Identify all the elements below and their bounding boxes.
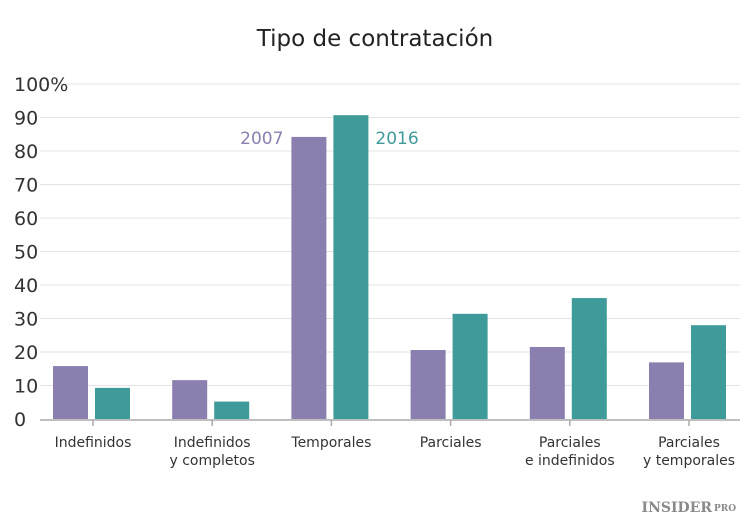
x-category-label: Parciales <box>420 435 482 451</box>
bar-2007 <box>649 362 684 419</box>
bar-2007 <box>410 349 446 419</box>
series-label-2007: 2007 <box>240 129 283 149</box>
y-tick-label: 90 <box>14 108 38 130</box>
y-tick-label: 60 <box>14 208 38 230</box>
y-tick-label: 40 <box>14 275 38 297</box>
insider-logo: INSIDER <box>642 500 713 516</box>
y-tick-label: 100% <box>14 74 68 96</box>
bar-2007 <box>53 366 88 419</box>
bar-2016 <box>452 313 488 419</box>
y-tick-label: 80 <box>14 141 38 163</box>
bar-2016 <box>333 115 369 419</box>
bar-2007 <box>291 136 327 419</box>
x-category-label: y completos <box>170 453 255 469</box>
y-tick-label: 10 <box>14 376 38 398</box>
insider-logo-pro: PRO <box>714 504 736 514</box>
bar-2016 <box>95 387 130 419</box>
x-category-label: e indefinidos <box>525 453 615 469</box>
chart-title: Tipo de contratación <box>256 26 493 52</box>
bar-2016 <box>691 325 726 419</box>
x-category-label: Temporales <box>290 435 371 451</box>
x-category-label: Parciales <box>539 435 601 451</box>
y-tick-label: 20 <box>14 342 38 364</box>
y-tick-label: 70 <box>14 175 38 197</box>
x-category-label: y temporales <box>643 453 735 469</box>
bar-2007 <box>172 380 208 419</box>
y-tick-label: 50 <box>14 242 38 264</box>
y-tick-label: 0 <box>14 409 26 431</box>
x-category-label: Indefinidos <box>174 435 251 451</box>
bar-2016 <box>571 298 607 419</box>
x-category-label: Parciales <box>658 435 720 451</box>
series-label-2016: 2016 <box>375 129 418 149</box>
y-tick-label: 30 <box>14 309 38 331</box>
x-category-label: Indefinidos <box>55 435 132 451</box>
bar-2007 <box>529 346 565 419</box>
bar-2016 <box>214 401 250 419</box>
